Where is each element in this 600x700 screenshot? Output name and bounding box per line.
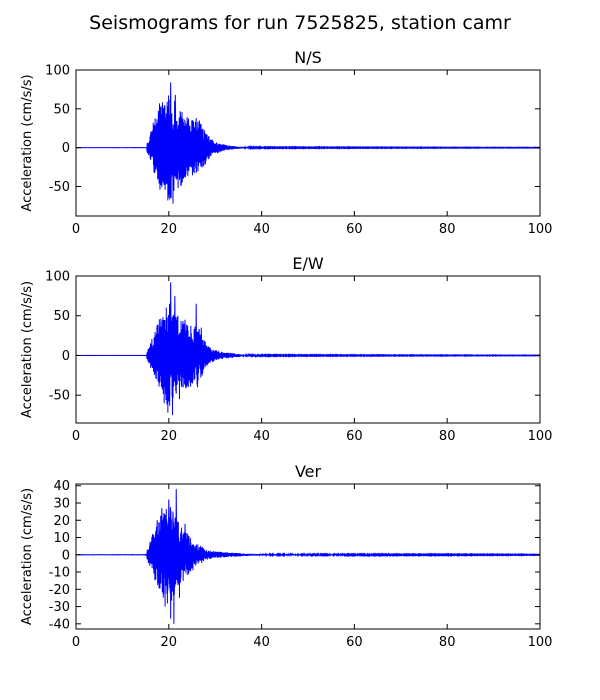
y-axis-label: Acceleration (cm/s/s) (20, 281, 35, 418)
x-tick-label: 0 (72, 222, 80, 237)
x-tick-label: 80 (439, 429, 456, 444)
y-tick-label: -10 (49, 566, 70, 581)
y-tick-label: -30 (49, 600, 70, 615)
x-tick-label: 40 (253, 222, 270, 237)
x-tick-label: 60 (346, 222, 363, 237)
x-tick-label: 0 (72, 429, 80, 444)
panel-1: N/S Acceleration (cm/s/s) 0 20 40 60 80 100 -50 0… (20, 48, 552, 237)
x-tick-label: 20 (161, 635, 178, 650)
figure-title: Seismograms for run 7525825, station cam… (89, 12, 511, 34)
y-tick-label: 40 (53, 479, 70, 494)
y-axis-label: Acceleration (cm/s/s) (20, 74, 35, 211)
x-tick-label: 60 (346, 635, 363, 650)
seismogram-trace (76, 489, 540, 624)
y-tick-label: 20 (53, 514, 70, 529)
y-tick-label: 0 (62, 141, 70, 156)
x-tick-label: 100 (528, 429, 553, 444)
x-tick-label: 100 (528, 222, 553, 237)
x-tick-label: 40 (253, 429, 270, 444)
x-tick-label: 0 (72, 635, 80, 650)
y-tick-label: 10 (53, 531, 70, 546)
panel-title: N/S (294, 48, 322, 67)
y-tick-label: -40 (49, 617, 70, 632)
x-tick-label: 20 (161, 429, 178, 444)
x-tick-label: 80 (439, 635, 456, 650)
y-tick-label: -50 (49, 180, 70, 195)
panel-title: Ver (295, 462, 322, 481)
y-tick-label: 30 (53, 496, 70, 511)
x-tick-label: 60 (346, 429, 363, 444)
y-tick-label: -20 (49, 583, 70, 598)
x-tick-label: 20 (161, 222, 178, 237)
axes-frame (75, 483, 541, 630)
y-tick-label: 100 (45, 270, 70, 285)
y-tick-label: 50 (53, 309, 70, 324)
y-tick-label: 50 (53, 102, 70, 117)
panel-2: E/W Acceleration (cm/s/s) 0 20 40 60 80 100 -50 0… (20, 254, 552, 444)
y-tick-label: 0 (62, 349, 70, 364)
x-tick-label: 40 (253, 635, 270, 650)
y-axis-label: Acceleration (cm/s/s) (20, 488, 35, 625)
x-tick-label: 100 (528, 635, 553, 650)
y-tick-label: 100 (45, 64, 70, 79)
y-tick-label: -50 (49, 389, 70, 404)
axes-frame (75, 275, 541, 424)
y-tick-label: 0 (62, 548, 70, 563)
x-tick-label: 80 (439, 222, 456, 237)
axes-frame (75, 69, 541, 217)
panel-title: E/W (292, 254, 324, 273)
seismogram-trace (76, 282, 540, 416)
seismogram-trace (76, 82, 540, 204)
